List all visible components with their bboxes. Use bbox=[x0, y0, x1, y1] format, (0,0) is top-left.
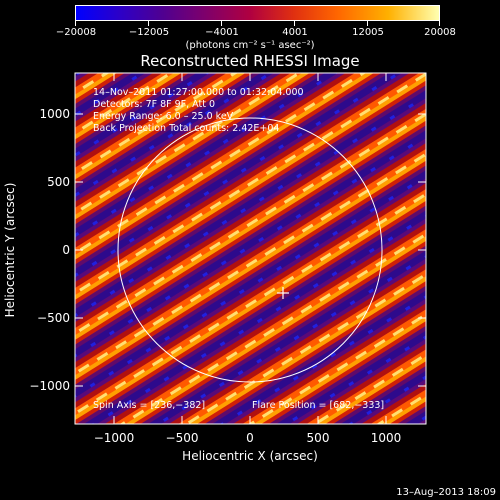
colorbar-tick bbox=[221, 21, 222, 26]
y-axis-title: Heliocentric Y (arcsec) bbox=[3, 183, 17, 318]
colorbar-tick bbox=[439, 21, 440, 26]
x-tick-label: −1000 bbox=[94, 431, 135, 445]
annotation-spin-axis: Spin Axis = [236,−382] bbox=[93, 400, 205, 411]
generation-date: 13–Aug–2013 18:09 bbox=[396, 487, 496, 498]
solar-limb-circle bbox=[117, 117, 383, 383]
y-tick-label: 0 bbox=[62, 243, 70, 257]
colorbar-tick bbox=[148, 21, 149, 26]
colorbar-label: 4001 bbox=[282, 27, 308, 38]
annotation-method-counts: Back Projection Total counts: 2.42E+04 bbox=[93, 123, 279, 134]
y-axis-ticks bbox=[75, 113, 426, 387]
x-tick-label: 1000 bbox=[371, 431, 402, 445]
y-tick-label: 500 bbox=[47, 175, 70, 189]
colorbar-label: −4001 bbox=[205, 27, 239, 38]
x-tick-label: 500 bbox=[307, 431, 330, 445]
annotation-time-range: 14–Nov–2011 01:27:00.000 to 01:32:04.000 bbox=[93, 87, 304, 98]
y-tick-label: −500 bbox=[37, 311, 70, 325]
colorbar-tick bbox=[75, 21, 76, 26]
annotation-energy-range: Energy Range: 6.0 – 25.0 keV bbox=[93, 111, 234, 122]
x-axis-title: Heliocentric X (arcsec) bbox=[182, 449, 318, 463]
colorbar-label: 20008 bbox=[424, 27, 456, 38]
colorbar-label: 12005 bbox=[352, 27, 384, 38]
plot-title: Reconstructed RHESSI Image bbox=[140, 52, 360, 70]
x-axis-ticks bbox=[113, 73, 387, 424]
colorbar-tick bbox=[367, 21, 368, 26]
image-highlights bbox=[75, 73, 426, 424]
y-tick-label: −1000 bbox=[29, 379, 70, 393]
colorbar-tick bbox=[294, 21, 295, 26]
y-tick-label: 1000 bbox=[39, 107, 70, 121]
colorbar-label: −12005 bbox=[128, 27, 170, 38]
annotation-detectors: Detectors: 7F 8F 9F, Att 0 bbox=[93, 99, 215, 110]
colorbar-units: (photons cm⁻² s⁻¹ asec⁻²) bbox=[185, 40, 315, 51]
annotation-flare-position: Flare Position = [682,−333] bbox=[252, 400, 384, 411]
x-tick-label: −500 bbox=[166, 431, 199, 445]
x-tick-label: 0 bbox=[246, 431, 254, 445]
colorbar bbox=[75, 5, 440, 21]
colorbar-label: −20008 bbox=[55, 27, 97, 38]
